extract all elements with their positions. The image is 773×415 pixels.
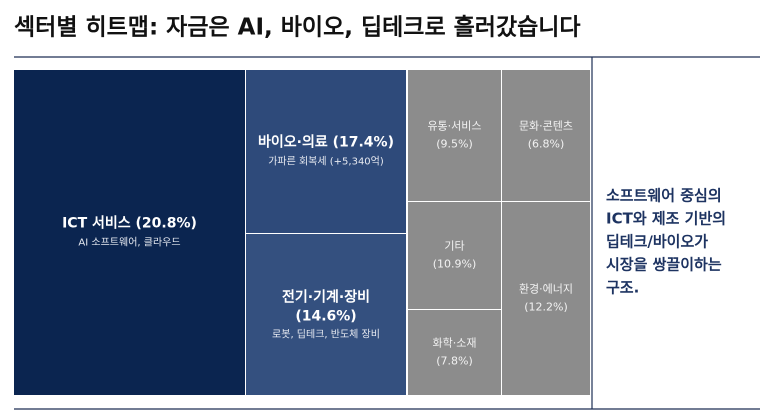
category-name: 문화·콘텐츠 (519, 120, 573, 133)
value-label: (14.6%) (295, 309, 356, 325)
tile (408, 310, 501, 395)
category-name: 전기·기계·장비 (282, 289, 370, 306)
annotation: ICT와 제조 기반의 (606, 210, 726, 228)
value-label: (20.8%) (136, 216, 197, 232)
tile (502, 202, 590, 395)
value-label: (17.4%) (333, 135, 394, 151)
chart-title: 섹터별 히트맵: 자금은 AI, 바이오, 딥테크로 흘러갔습니다 (14, 15, 581, 41)
annotation: 딥테크/바이오가 (606, 233, 708, 251)
tile (246, 70, 406, 233)
tile (14, 70, 245, 395)
value-label: (6.8%) (528, 138, 565, 151)
category-name: 환경·에너지 (519, 283, 573, 296)
tile-label: 바이오·의료 (17.4%) (258, 134, 394, 151)
tile (502, 70, 590, 201)
tile (408, 202, 501, 309)
annotation: 구조. (606, 279, 639, 297)
tile (408, 70, 501, 201)
category-name: 유통·서비스 (427, 120, 481, 133)
value-label: (12.2%) (524, 301, 568, 314)
tile-note: AI 소프트웨어, 클라우드 (78, 237, 180, 249)
value-label: (9.5%) (436, 138, 473, 151)
tile (246, 234, 406, 395)
annotation: 소프트웨어 중심의 (606, 187, 722, 205)
category-name: ICT 서비스 (62, 216, 131, 232)
annotation: 시장을 쌍끌이하는 (606, 256, 722, 274)
value-label: (10.9%) (433, 258, 477, 271)
tile-note: 로봇, 딥테크, 반도체 장비 (272, 329, 380, 341)
category-name: 화학·소재 (433, 337, 477, 350)
tile-note: 가파른 회복세 (+5,340억) (268, 156, 384, 168)
category-name: 바이오·의료 (258, 134, 328, 151)
category-name: 기타 (444, 240, 464, 253)
value-label: (7.8%) (436, 355, 473, 368)
tile-label: ICT 서비스 (20.8%) (62, 216, 197, 232)
